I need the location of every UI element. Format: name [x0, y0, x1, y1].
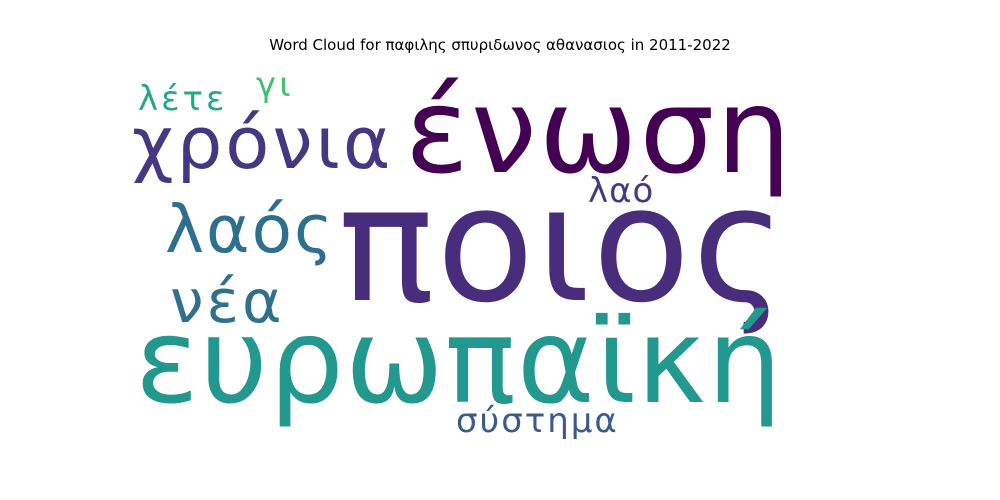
word-4: χρόνια	[132, 101, 393, 185]
word-6: νέα	[170, 267, 285, 337]
word-9: γι	[256, 65, 294, 105]
word-10: λαό	[588, 171, 654, 211]
word-7: σύστημα	[456, 401, 619, 440]
word-5: λαός	[165, 191, 335, 268]
chart-title: Word Cloud for παφιλης σπυριδωνος αθανασ…	[269, 36, 731, 54]
word-1: ποιος	[338, 151, 788, 338]
word-2: ένωση	[405, 62, 793, 200]
word-3: ευρωπαϊκή	[135, 292, 783, 430]
word-cloud: ποιος ένωση ευρωπαϊκή χρόνια λαός νέα σύστημα λ…	[130, 60, 870, 440]
word-8: λέτε	[138, 79, 227, 119]
